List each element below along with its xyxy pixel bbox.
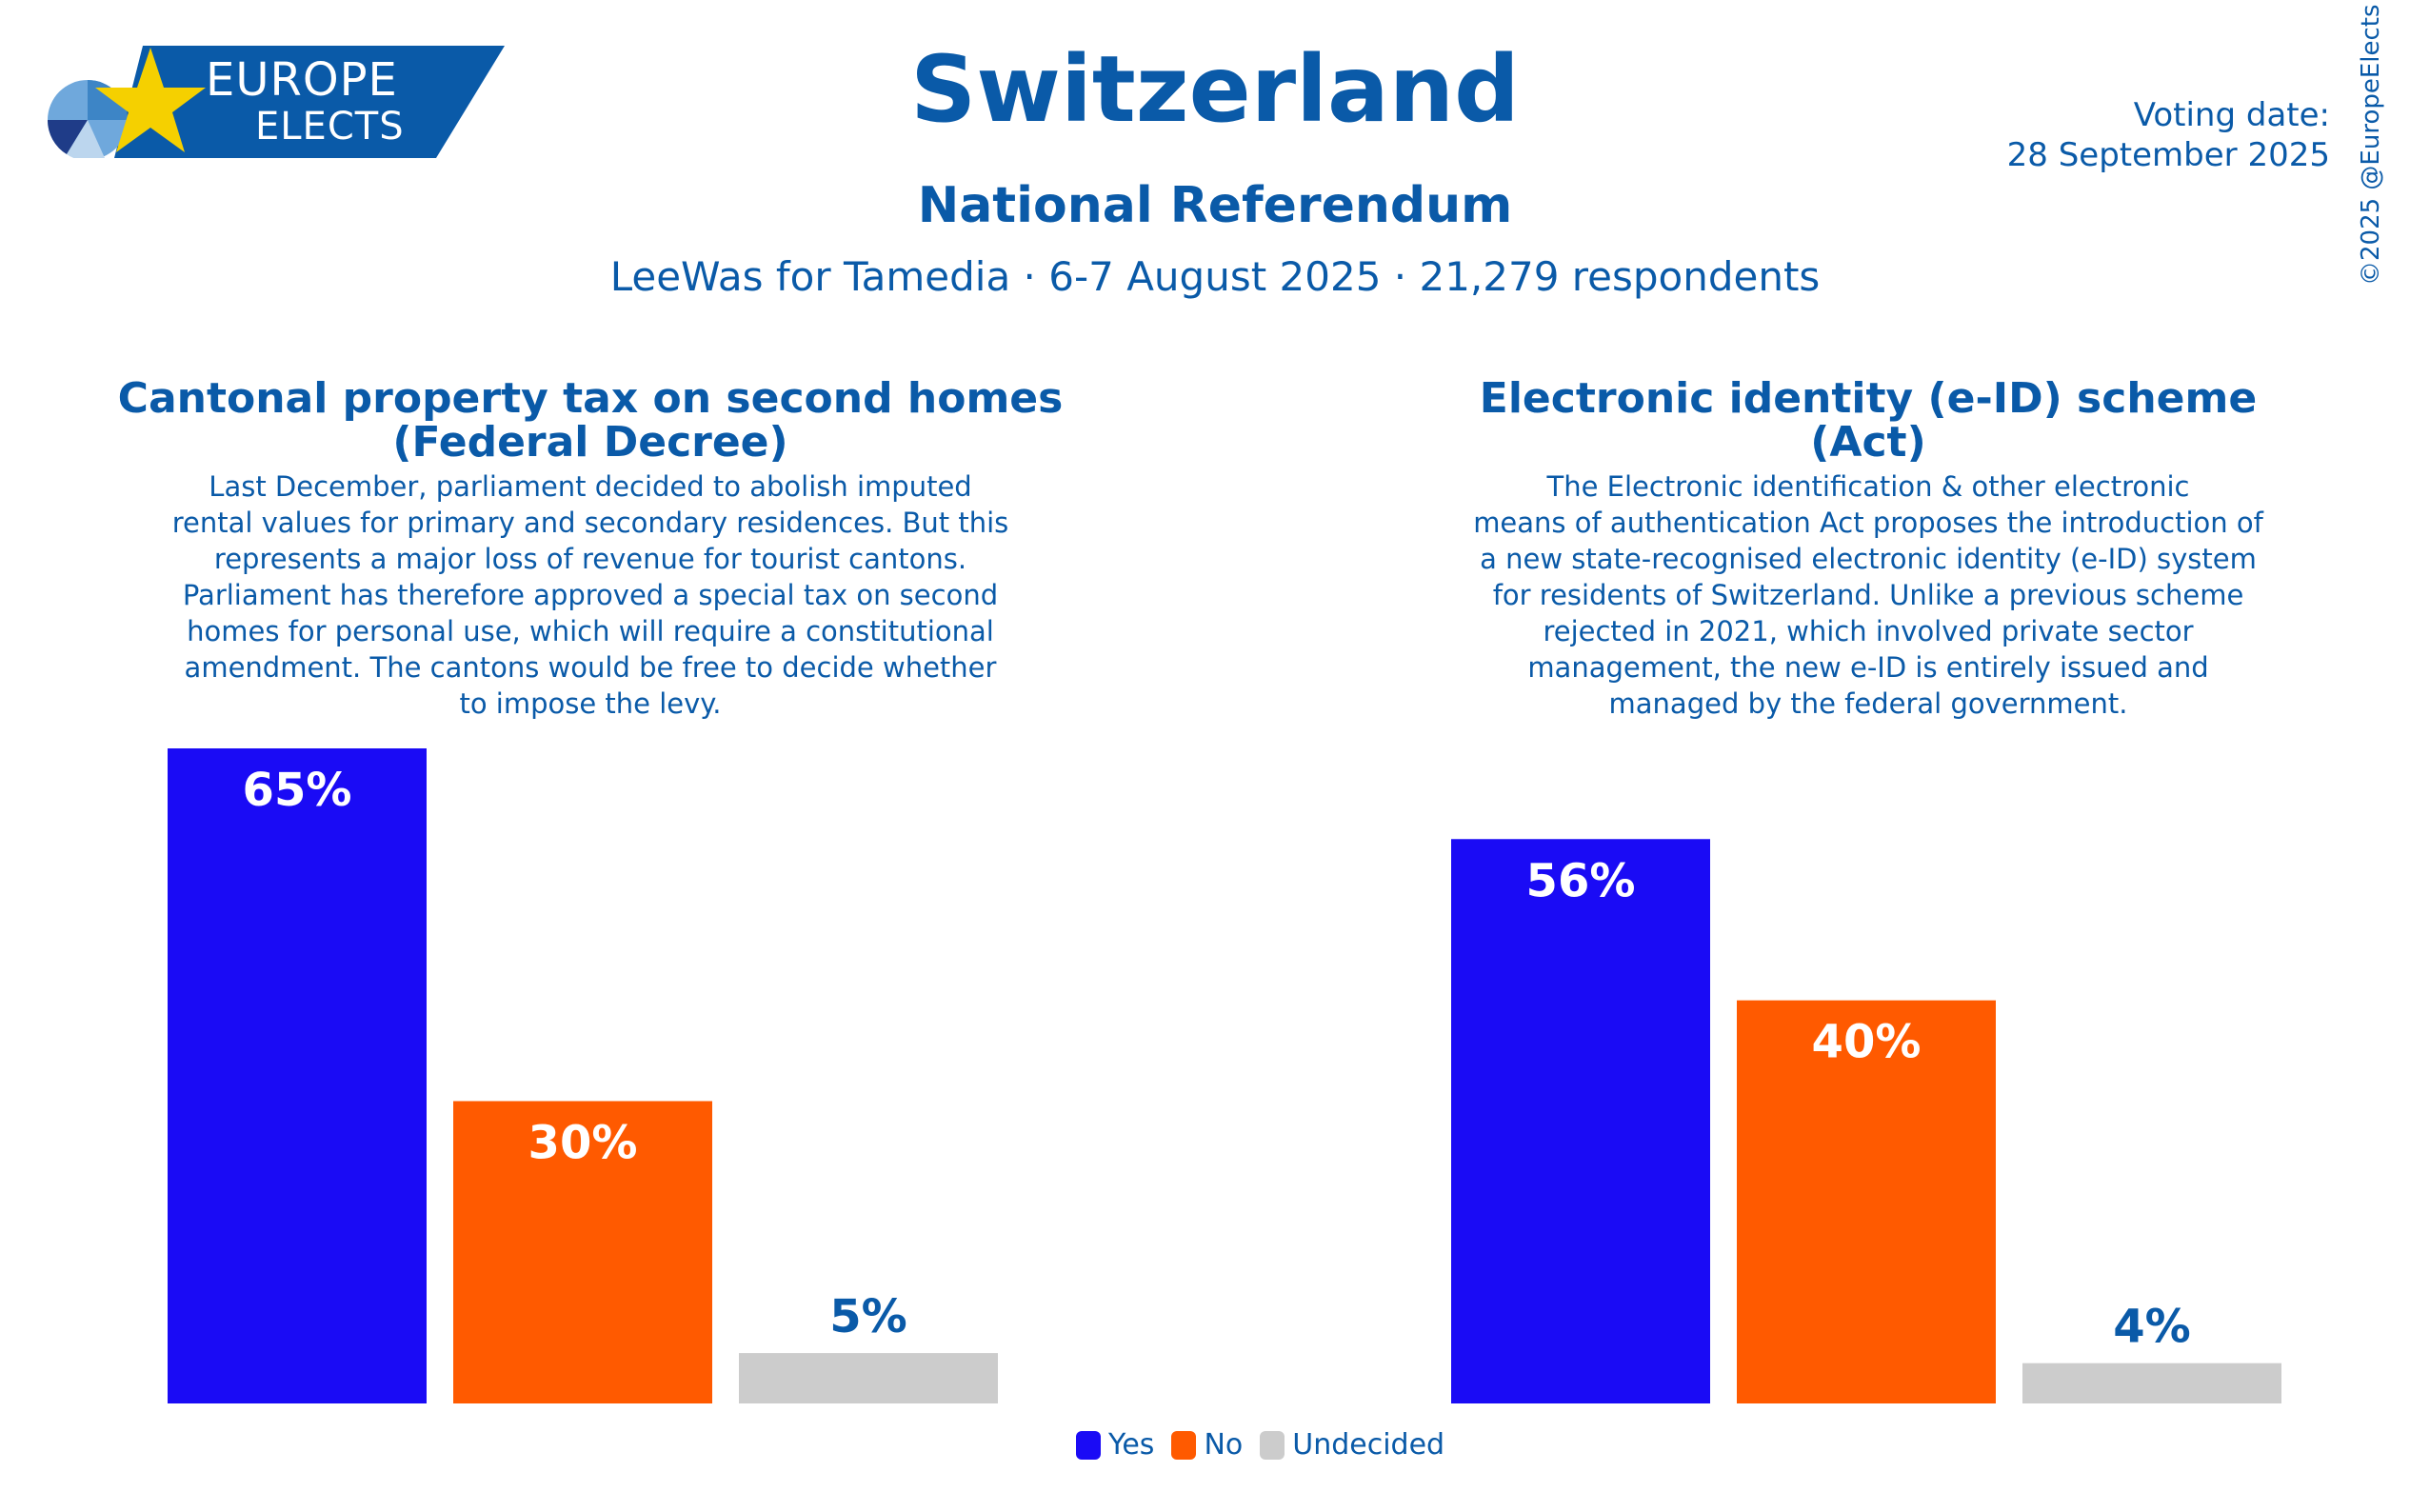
question-2-desc-line: managed by the federal government. — [1608, 687, 2128, 720]
chart-legend: Yes No Undecided — [1076, 1428, 1444, 1462]
question-1-desc-line: Last December, parliament decided to abo… — [209, 470, 972, 503]
legend-label-undecided: Undecided — [1292, 1428, 1445, 1462]
legend-item-undecided: Undecided — [1260, 1428, 1444, 1462]
question-1-title-line1: Cantonal property tax on second homes — [117, 374, 1064, 423]
legend-label-no: No — [1204, 1428, 1244, 1462]
bar-label-1-undecided: 5% — [829, 1290, 907, 1343]
voting-date: 28 September 2025 — [2006, 136, 2330, 174]
question-2-desc-line: means of authentication Act proposes the… — [1473, 507, 2263, 539]
bar-label-2-undecided: 4% — [2113, 1301, 2191, 1354]
question-2-desc-line: a new state-recognised electronic identi… — [1480, 543, 2257, 575]
page-subtitle: National Referendum — [917, 177, 1513, 234]
question-2-desc-line: management, the new e-ID is entirely iss… — [1527, 651, 2209, 684]
brand-line1: EUROPE — [206, 53, 398, 107]
bar-2-undecided — [2022, 1363, 2281, 1403]
legend-item-yes: Yes — [1076, 1428, 1154, 1462]
question-2-title-line2: (Act) — [1810, 418, 1926, 467]
question-2-desc-line: rejected in 2021, which involved private… — [1543, 615, 2194, 647]
question-1-desc-line: to impose the levy. — [459, 687, 722, 720]
bar-2-yes — [1451, 839, 1710, 1403]
question-1-desc-line: Parliament has therefore approved a spec… — [182, 579, 999, 611]
question-2-title: Electronic identity (e-ID) scheme (Act) — [1392, 377, 2344, 465]
bar-label-2-no: 40% — [1812, 1016, 1922, 1069]
bar-1-undecided — [739, 1353, 998, 1403]
question-1-title: Cantonal property tax on second homes (F… — [114, 377, 1066, 465]
europe-elects-logo: EUROPE ELECTS — [38, 46, 514, 158]
question-1-desc-line: represents a major loss of revenue for t… — [213, 543, 967, 575]
question-1-desc-line: amendment. The cantons would be free to … — [184, 651, 997, 684]
brand-line2: ELECTS — [255, 105, 405, 149]
voting-date-block: Voting date: 28 September 2025 — [2007, 95, 2330, 175]
question-1-description: Last December, parliament decided to abo… — [114, 468, 1066, 722]
legend-swatch-no — [1171, 1430, 1197, 1460]
question-2-description: The Electronic identification & other el… — [1392, 468, 2344, 722]
voting-date-label: Voting date: — [2133, 96, 2330, 134]
question-1-title-line2: (Federal Decree) — [392, 418, 788, 467]
poll-source: LeeWas for Tamedia · 6-7 August 2025 · 2… — [609, 253, 1821, 300]
legend-swatch-undecided — [1260, 1430, 1285, 1460]
bar-label-1-no: 30% — [528, 1116, 638, 1169]
question-2-title-line1: Electronic identity (e-ID) scheme — [1479, 374, 2258, 423]
logo-graphic — [47, 46, 505, 158]
question-1-desc-line: homes for personal use, which will requi… — [187, 615, 994, 647]
legend-item-no: No — [1171, 1428, 1243, 1462]
legend-swatch-yes — [1076, 1430, 1101, 1460]
legend-label-yes: Yes — [1108, 1428, 1155, 1462]
bar-label-2-yes: 56% — [1526, 854, 1636, 907]
bar-label-1-yes: 65% — [243, 764, 352, 817]
bar-2-no — [1737, 1000, 1996, 1403]
question-2-desc-line: for residents of Switzerland. Unlike a p… — [1492, 579, 2244, 611]
bar-1-no — [453, 1101, 712, 1403]
question-1-desc-line: rental values for primary and secondary … — [171, 507, 1009, 539]
question-2-desc-line: The Electronic identification & other el… — [1546, 470, 2190, 503]
bar-1-yes — [168, 748, 427, 1403]
page-title: Switzerland — [910, 36, 1520, 143]
